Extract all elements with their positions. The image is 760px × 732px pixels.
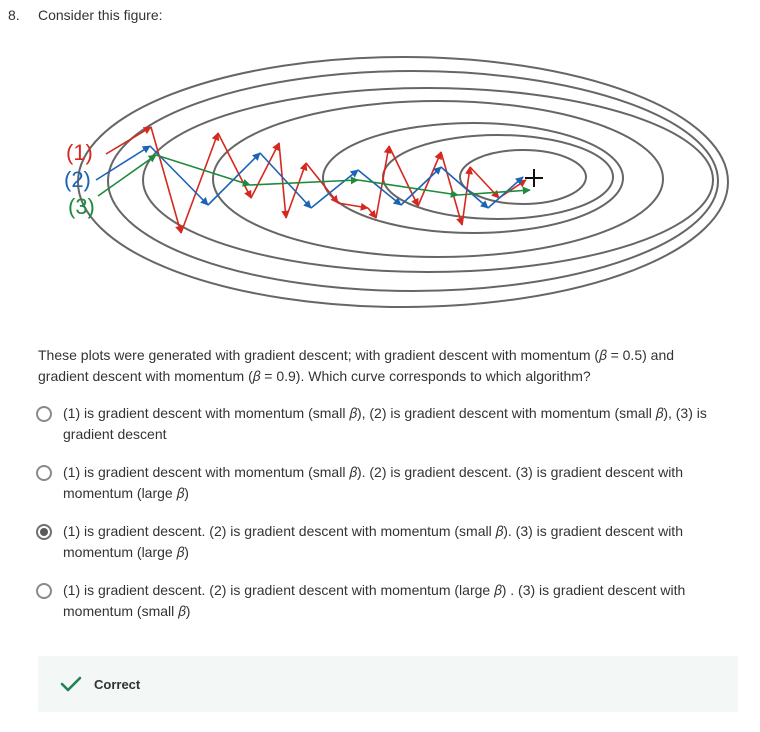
feedback-banner: Correct xyxy=(38,656,738,712)
label-3: (3) xyxy=(68,194,95,219)
check-icon xyxy=(60,675,82,693)
question-prompt: These plots were generated with gradient… xyxy=(38,347,675,384)
option-label: (1) is gradient descent. (2) is gradient… xyxy=(63,582,686,619)
radio-button[interactable] xyxy=(36,465,52,481)
path-3-green xyxy=(97,154,531,198)
question-number: 8. xyxy=(8,7,20,23)
option-label: (1) is gradient descent with momentum (s… xyxy=(63,464,683,501)
radio-button[interactable] xyxy=(36,406,52,422)
label-1: (1) xyxy=(66,140,93,165)
answer-option-3[interactable]: (1) is gradient descent. (2) is gradient… xyxy=(36,521,736,563)
option-label: (1) is gradient descent. (2) is gradient… xyxy=(63,523,683,560)
answer-option-4[interactable]: (1) is gradient descent. (2) is gradient… xyxy=(36,580,736,622)
feedback-text: Correct xyxy=(94,676,141,692)
contour-figure: (1) (2) (3) xyxy=(38,40,738,330)
answer-option-1[interactable]: (1) is gradient descent with momentum (s… xyxy=(36,403,736,445)
question-title: Consider this figure: xyxy=(38,7,163,23)
path-2-blue xyxy=(95,145,524,209)
contour-lines xyxy=(77,56,729,308)
path-1-red xyxy=(105,126,527,234)
radio-button[interactable] xyxy=(36,583,52,599)
contour-plot: (1) (2) (3) xyxy=(64,56,729,308)
minimum-plus-marker xyxy=(525,169,543,187)
radio-button-selected[interactable] xyxy=(36,524,52,540)
label-2: (2) xyxy=(64,167,91,192)
answer-options: (1) is gradient descent with momentum (s… xyxy=(36,403,736,639)
option-label: (1) is gradient descent with momentum (s… xyxy=(63,405,707,442)
answer-option-2[interactable]: (1) is gradient descent with momentum (s… xyxy=(36,462,736,504)
